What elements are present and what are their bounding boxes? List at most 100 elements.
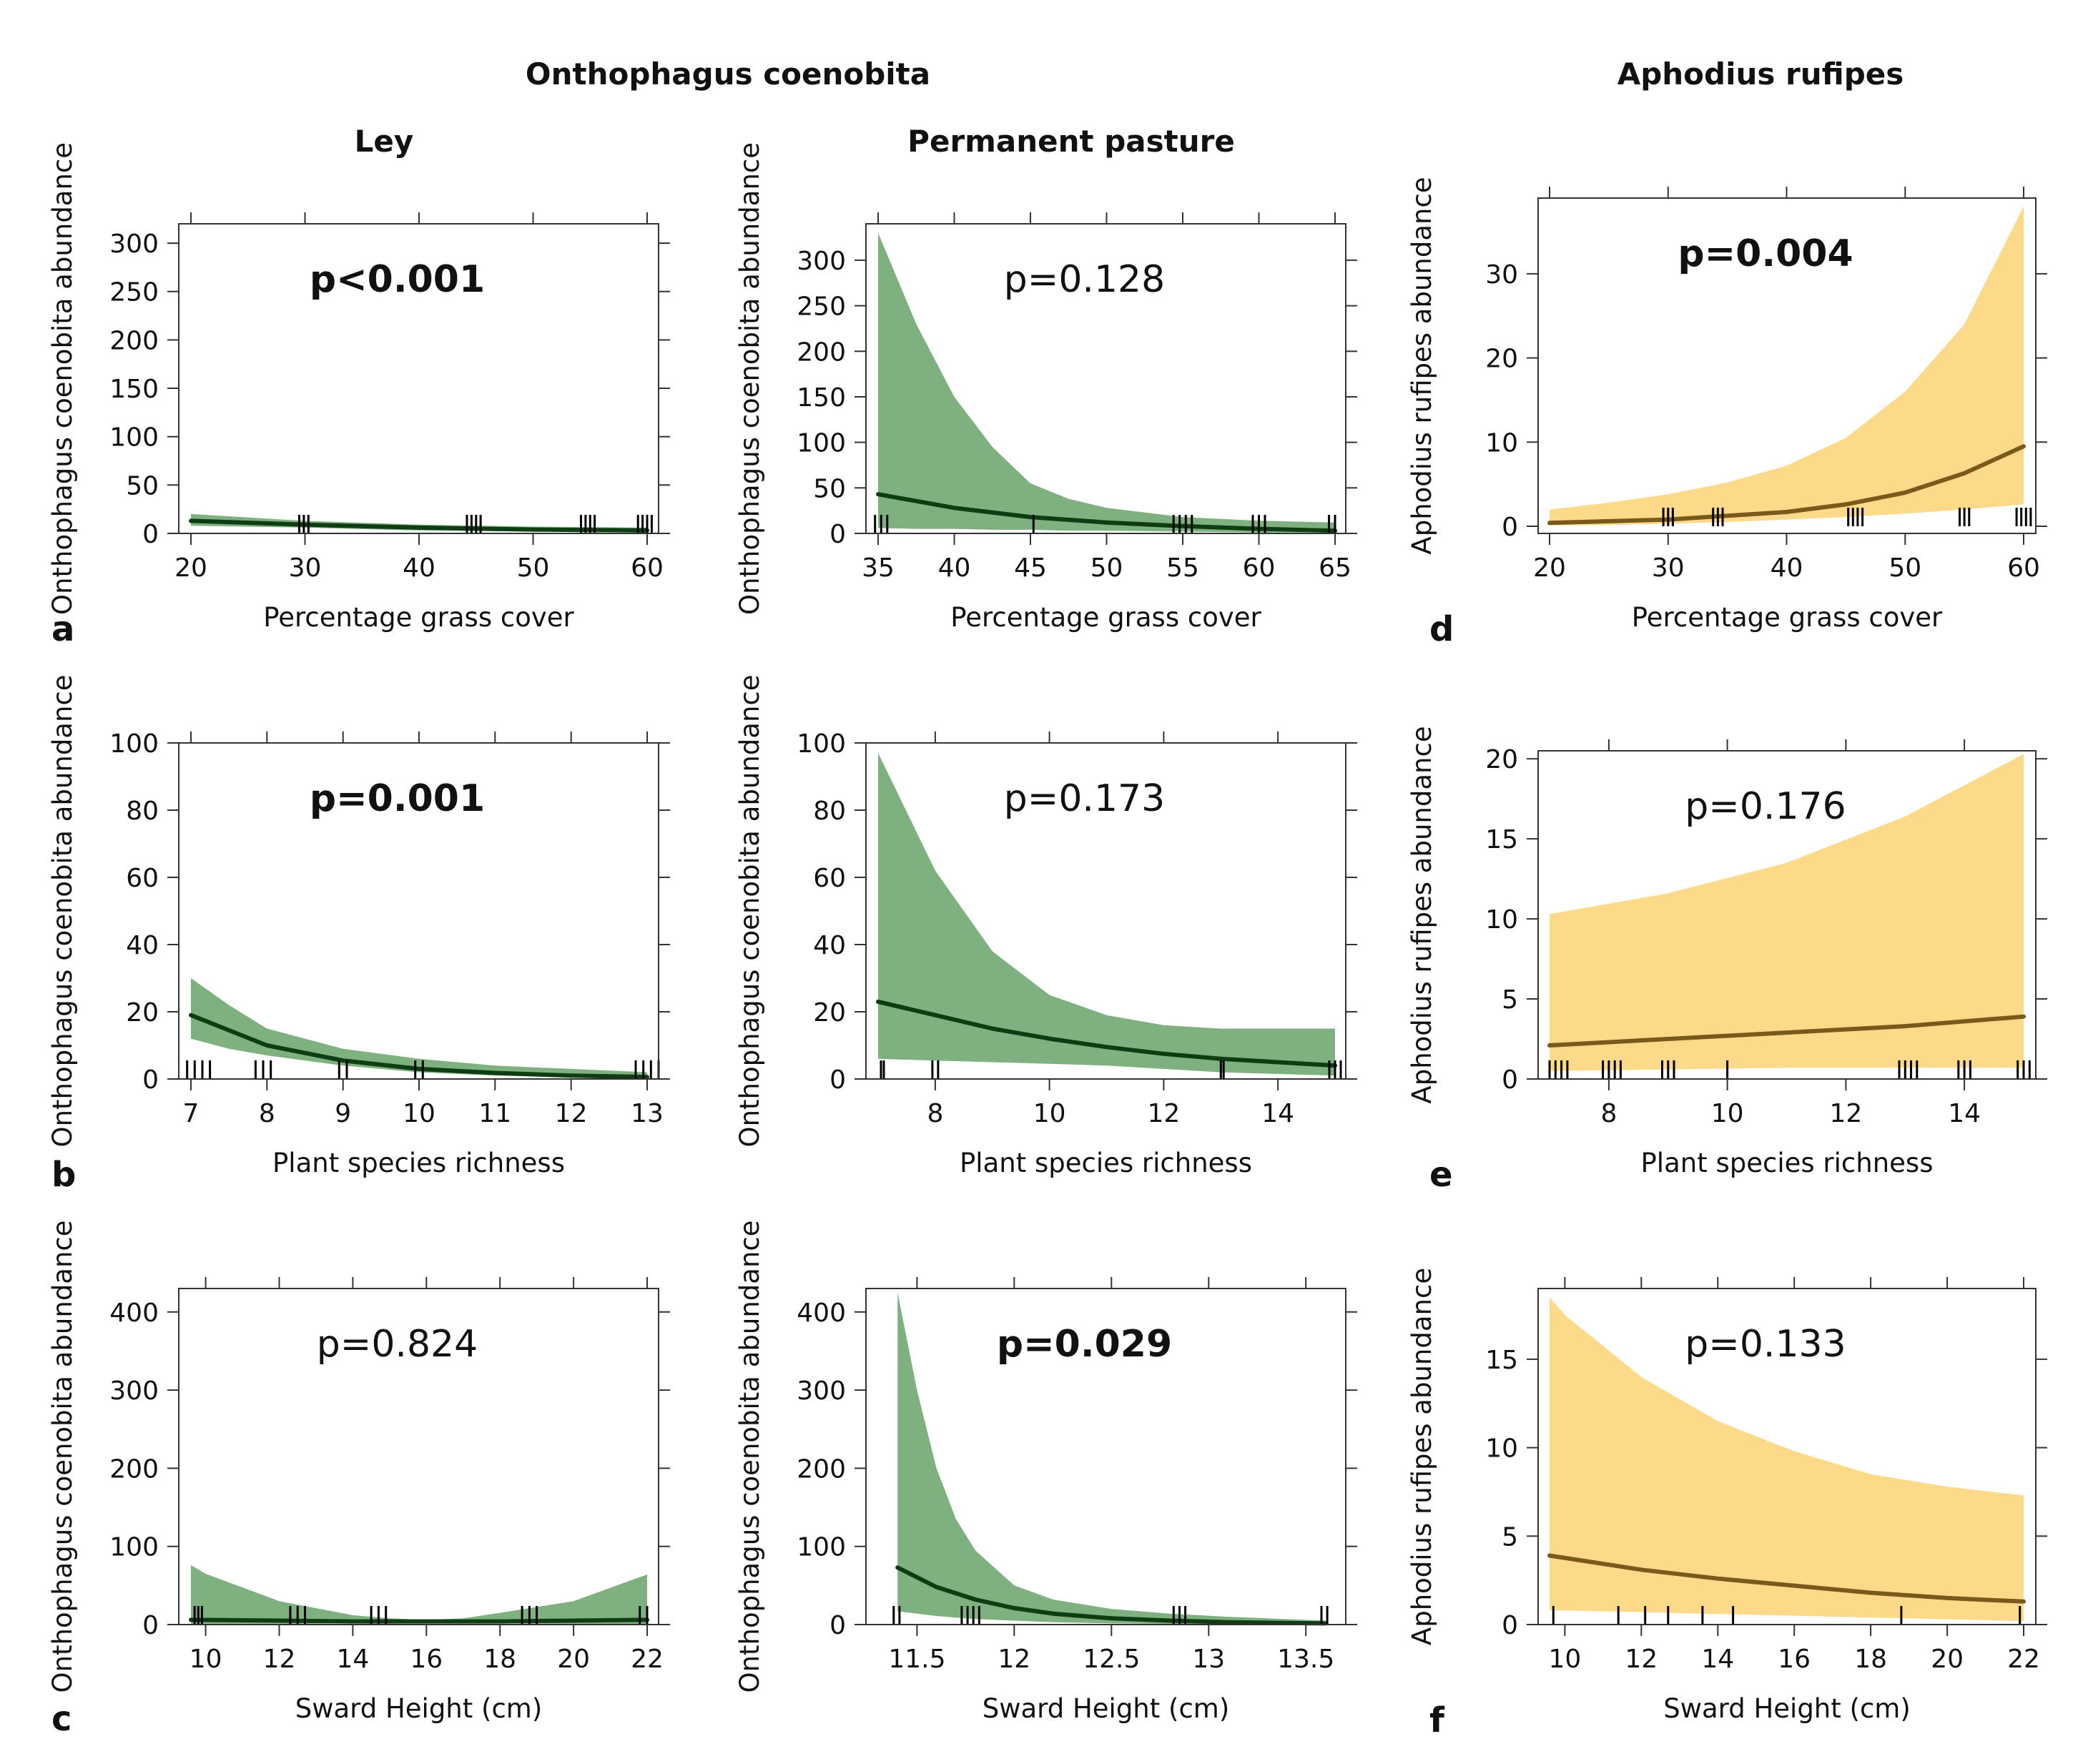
y-tick-label: 100	[797, 429, 846, 458]
x-tick-label: 60	[2007, 553, 2040, 583]
y-tick-label: 5	[1502, 1522, 1518, 1552]
y-tick-label: 50	[126, 471, 159, 501]
x-tick-label: 40	[1771, 553, 1803, 583]
y-tick-label: 0	[1502, 1065, 1518, 1095]
x-tick-label: 13	[1192, 1645, 1225, 1674]
x-axis-title: Sward Height (cm)	[983, 1693, 1230, 1724]
header-onthophagus: Onthophagus coenobita	[526, 56, 930, 92]
y-tick-label: 0	[142, 1611, 159, 1640]
x-tick-label: 50	[1090, 553, 1123, 583]
x-tick-label: 10	[189, 1645, 222, 1674]
y-axis-title: Onthophagus coenobita abundance	[47, 1220, 78, 1692]
x-tick-label: 12	[1625, 1645, 1658, 1674]
panel-label-a: a	[51, 609, 74, 649]
p-value-annotation: p=0.133	[1685, 1323, 1846, 1366]
y-tick-label: 0	[829, 520, 846, 549]
x-tick-label: 22	[2007, 1645, 2040, 1674]
x-tick-label: 45	[1014, 553, 1047, 583]
y-tick-label: 60	[813, 864, 846, 893]
y-tick-label: 200	[109, 1454, 159, 1484]
panel-ley-rich: 7 8 9 10 11 12 13 0 20 40 60 80 100 Plant species ric…	[47, 674, 670, 1178]
x-tick-label: 40	[938, 553, 971, 583]
x-axis-title: Plant species richness	[960, 1148, 1252, 1178]
panel-pp-rich: 8 10 12 14 0 20 40 60 80 100 Plant species richnes…	[734, 674, 1357, 1178]
y-tick-label: 300	[109, 1376, 159, 1406]
y-tick-label: 0	[1502, 1611, 1518, 1640]
x-tick-label: 40	[403, 553, 435, 583]
x-tick-label: 11.5	[888, 1645, 945, 1674]
fitted-line	[876, 999, 1337, 1068]
plot-box	[865, 1288, 1346, 1625]
y-axis-title: Onthophagus coenobita abundance	[47, 142, 78, 615]
x-tick-label: 13	[631, 1099, 664, 1128]
x-tick-label: 20	[174, 553, 207, 583]
plot-box	[865, 742, 1346, 1080]
x-tick-label: 10	[1711, 1099, 1744, 1128]
y-tick-label: 10	[1485, 1434, 1518, 1464]
y-tick-label: 20	[126, 998, 159, 1028]
y-tick-label: 0	[142, 1065, 159, 1095]
x-axis-title: Plant species richness	[272, 1148, 565, 1178]
header-aphodius: Aphodius rufipes	[1617, 56, 1904, 92]
panel-pp-sward: 11.5 12 12.5 13 13.5 0 100 200 300 400 Sward Heigh…	[734, 1220, 1357, 1724]
x-tick-label: 18	[1854, 1645, 1887, 1674]
y-tick-label: 200	[797, 1454, 846, 1484]
x-tick-label: 12	[998, 1645, 1030, 1674]
y-tick-label: 15	[1485, 1346, 1518, 1375]
x-tick-label: 12	[1147, 1099, 1180, 1128]
x-tick-label: 8	[927, 1099, 943, 1128]
x-tick-label: 12.5	[1083, 1645, 1140, 1674]
x-tick-label: 14	[1948, 1099, 1981, 1128]
plot-box	[1537, 1288, 2037, 1625]
confidence-band	[1550, 754, 2024, 1071]
y-tick-label: 100	[797, 1533, 846, 1562]
y-tick-label: 100	[109, 1533, 159, 1562]
confidence-band	[1550, 1297, 2024, 1622]
y-tick-label: 250	[109, 278, 159, 307]
p-value-annotation: p=0.173	[1004, 777, 1165, 820]
y-tick-label: 300	[797, 247, 846, 276]
confidence-band	[191, 978, 647, 1079]
plot-box	[178, 1288, 659, 1625]
p-value-annotation: p<0.001	[310, 258, 485, 301]
y-axis-title: Onthophagus coenobita abundance	[47, 674, 78, 1147]
y-tick-label: 15	[1485, 825, 1518, 854]
x-tick-label: 8	[1600, 1099, 1617, 1128]
panel-label-e: e	[1429, 1155, 1453, 1195]
x-tick-label: 12	[263, 1645, 296, 1674]
y-axis-title: Onthophagus coenobita abundance	[734, 674, 765, 1147]
y-tick-label: 10	[1485, 428, 1518, 458]
x-tick-label: 14	[1261, 1099, 1294, 1128]
x-tick-label: 14	[1701, 1645, 1734, 1674]
x-tick-label: 65	[1319, 553, 1351, 583]
fitted-line	[895, 1565, 1328, 1626]
fitted-line	[189, 1012, 649, 1080]
x-tick-label: 18	[483, 1645, 516, 1674]
x-tick-label: 20	[1533, 553, 1566, 583]
y-tick-label: 30	[1485, 260, 1518, 290]
x-tick-label: 60	[631, 553, 664, 583]
y-tick-label: 0	[829, 1611, 846, 1640]
y-tick-label: 50	[813, 474, 846, 503]
panel-ap-sward: 10 12 14 16 18 20 22 0 5 10 15 Sward Height (cm) Aph…	[1407, 1268, 2047, 1740]
x-axis-title: Sward Height (cm)	[1663, 1693, 1911, 1724]
x-tick-label: 10	[403, 1099, 435, 1128]
x-tick-label: 20	[1931, 1645, 1964, 1674]
x-tick-label: 50	[517, 553, 550, 583]
y-tick-label: 150	[797, 383, 846, 413]
x-tick-label: 50	[1889, 553, 1921, 583]
y-tick-label: 0	[1502, 513, 1518, 542]
y-tick-label: 80	[813, 797, 846, 826]
confidence-band	[897, 1292, 1326, 1625]
p-value-annotation: p=0.004	[1678, 232, 1853, 275]
confidence-band	[191, 1565, 647, 1625]
x-axis-title: Percentage grass cover	[1632, 602, 1943, 633]
p-value-annotation: p=0.001	[310, 777, 485, 820]
y-tick-label: 300	[797, 1376, 846, 1406]
x-tick-label: 20	[557, 1645, 590, 1674]
confidence-band	[878, 232, 1335, 533]
y-tick-label: 300	[109, 230, 159, 259]
fitted-line	[189, 518, 649, 533]
